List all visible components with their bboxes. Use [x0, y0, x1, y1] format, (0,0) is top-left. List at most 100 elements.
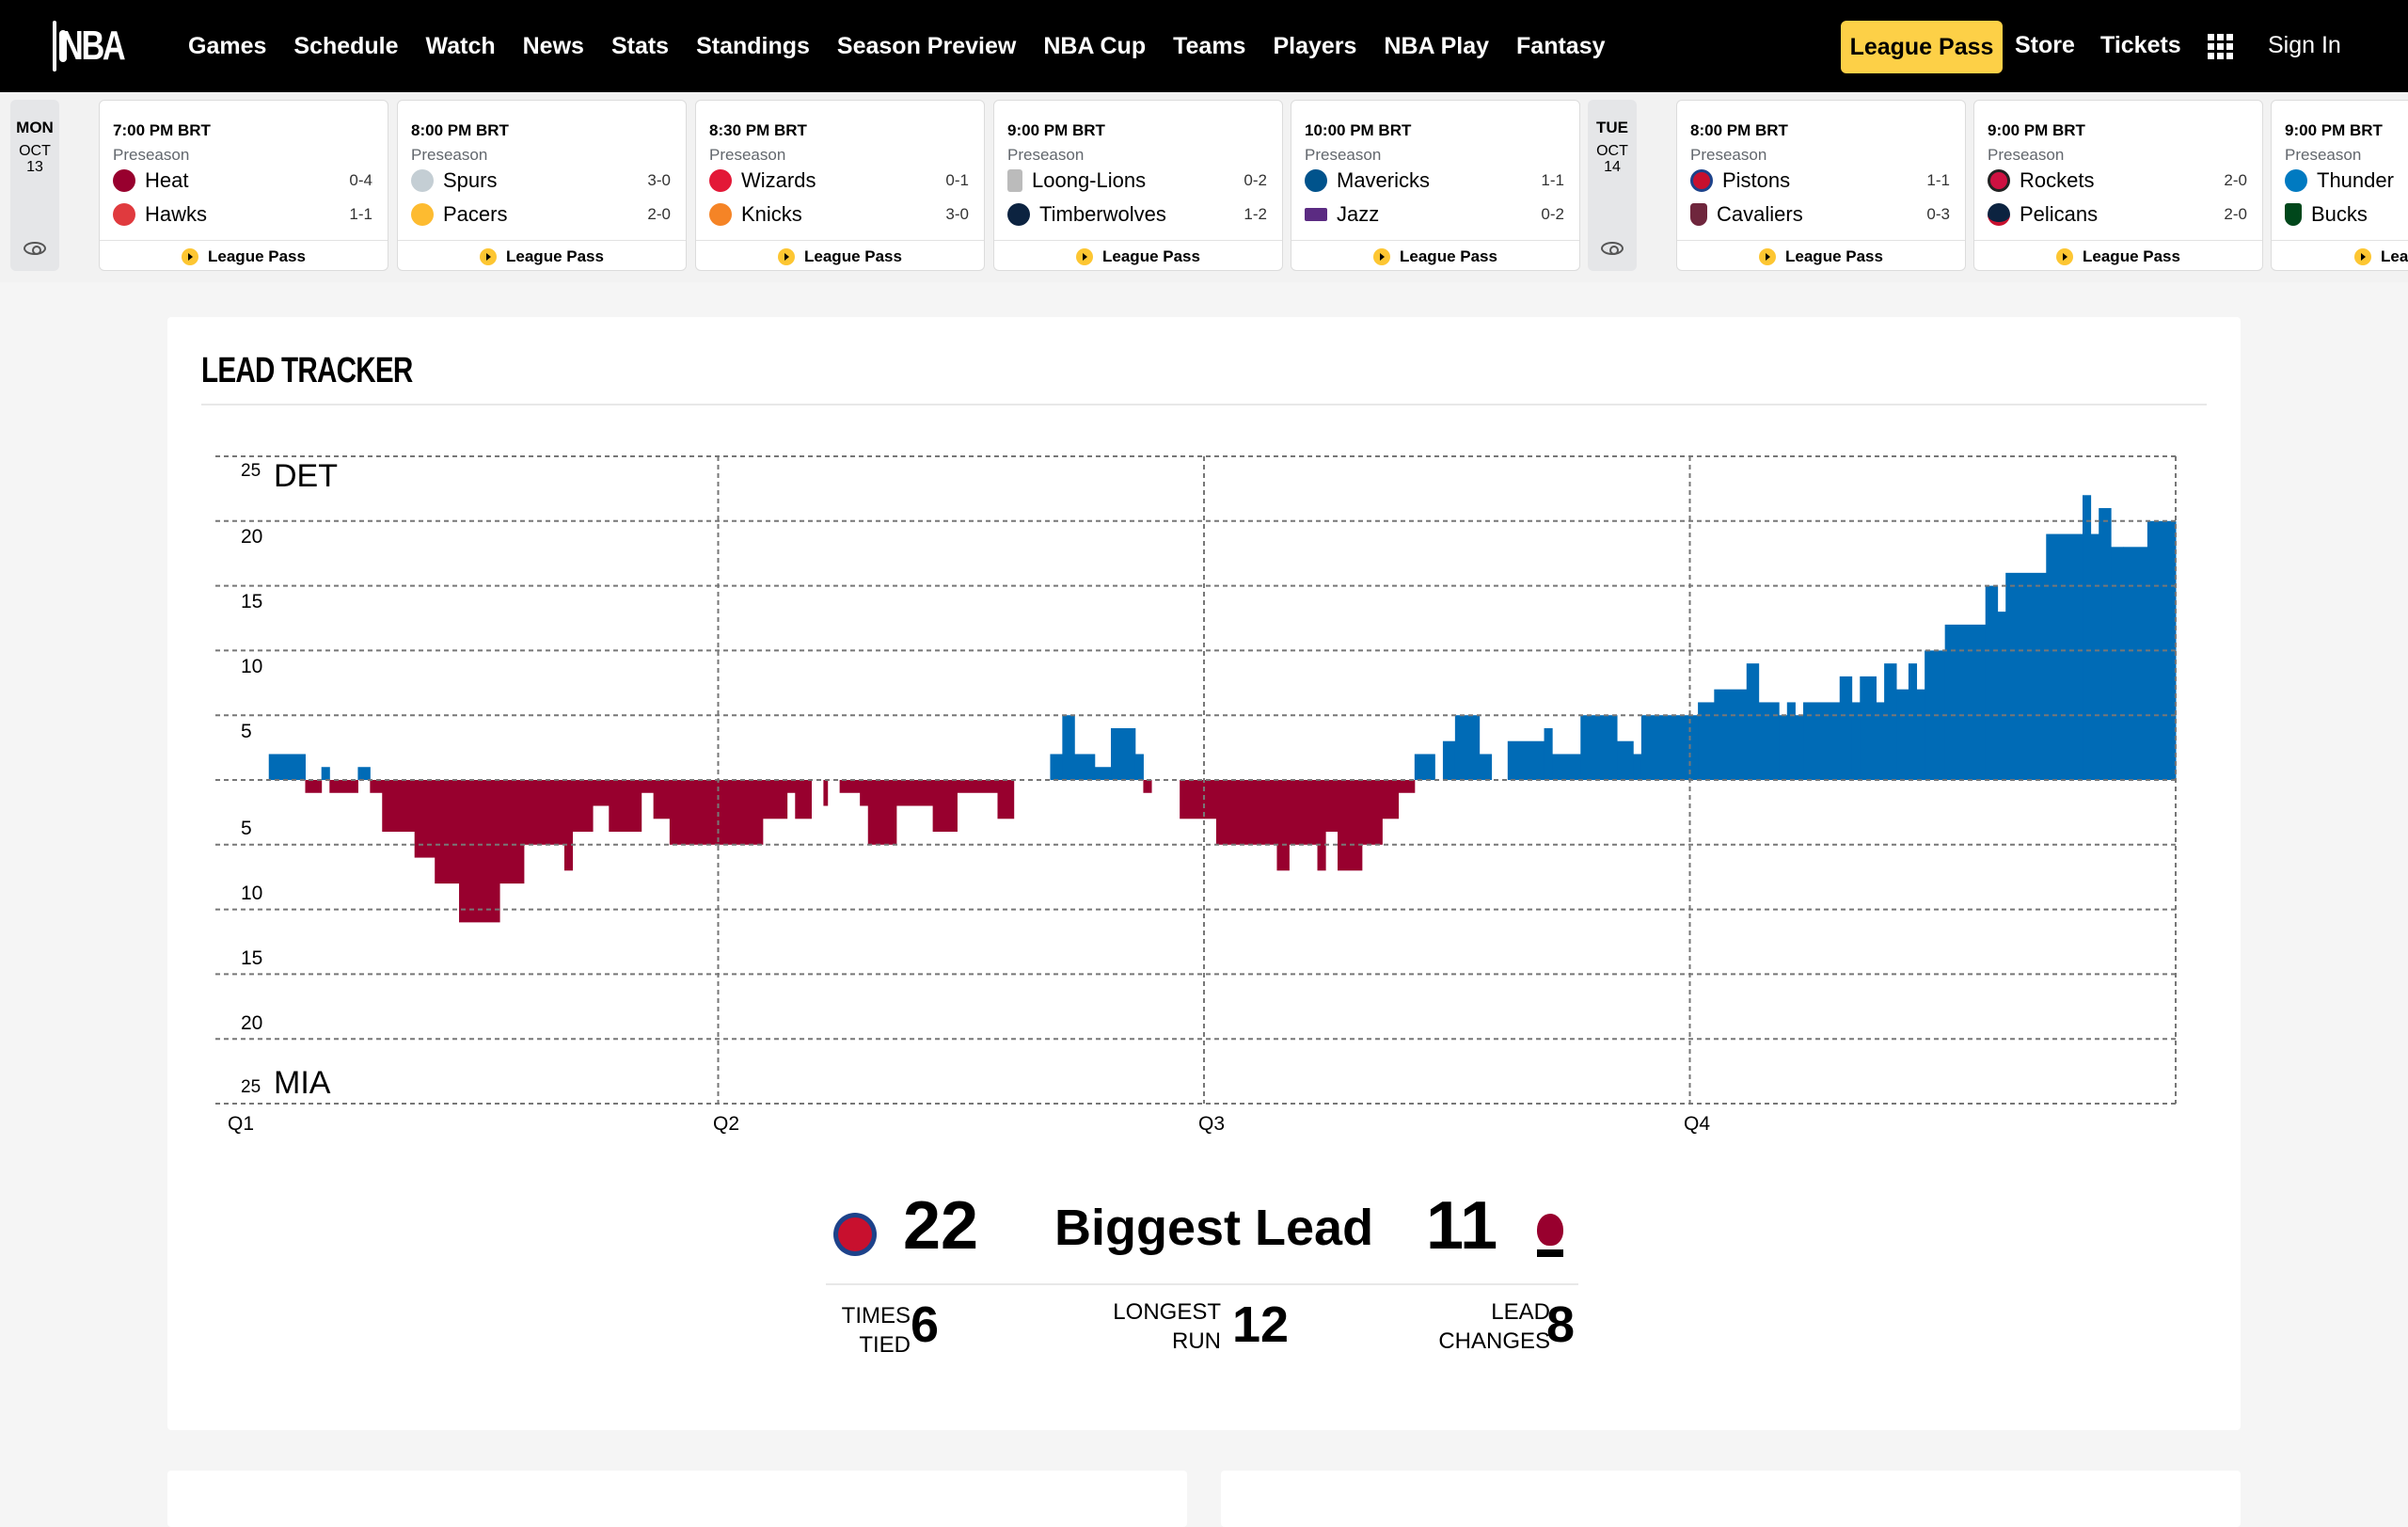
league-pass-link[interactable]: League Pass	[2272, 240, 2408, 270]
mia-lead-bar	[1361, 780, 1383, 845]
nav-link-schedule[interactable]: Schedule	[293, 32, 399, 59]
home-team: Pacers 2-0	[411, 200, 671, 229]
y-tick: 5	[241, 818, 252, 839]
nav-link-season-preview[interactable]: Season Preview	[836, 32, 1017, 59]
det-lead-bar	[1094, 767, 1112, 780]
det-lead-bar	[1786, 702, 1796, 780]
tickets-link[interactable]: Tickets	[2100, 32, 2181, 58]
nav-link-watch[interactable]: Watch	[425, 32, 496, 59]
nav-link-players[interactable]: Players	[1273, 32, 1357, 59]
det-lead-bar	[1134, 754, 1144, 780]
league-pass-label: League Pass	[506, 247, 604, 265]
label-line: LONGEST	[1113, 1299, 1221, 1325]
game-card[interactable]: 9:00 PM BRT Preseason Loong-Lions 0-2 Tim…	[993, 100, 1283, 271]
league-pass-link[interactable]: League Pass	[1291, 240, 1579, 270]
league-pass-link[interactable]: League Pass	[1677, 240, 1965, 270]
pelicans-logo-icon	[1988, 203, 2010, 226]
team-name: Bucks	[2311, 202, 2368, 226]
apps-grid-icon[interactable]	[2208, 34, 2234, 60]
label-line: TIED	[859, 1332, 911, 1358]
team-name: Spurs	[443, 168, 498, 192]
game-card[interactable]: 8:00 PM BRT Preseason Pistons 1-1 Cavalie…	[1676, 100, 1966, 271]
team-name: Rockets	[2020, 168, 2095, 192]
game-card[interactable]: 9:00 PM BRT Preseason Rockets 2-0 Pelican…	[1973, 100, 2263, 271]
label-line: TIMES	[841, 1303, 911, 1328]
game-card[interactable]: 8:30 PM BRT Preseason Wizards 0-1 Knicks 3…	[695, 100, 985, 271]
game-time: 9:00 PM BRT	[1007, 121, 1105, 139]
game-time: 9:00 PM BRT	[1988, 121, 2085, 139]
game-type: Preseason	[113, 146, 190, 164]
team-record: 3-0	[945, 205, 969, 223]
top-navigation: NBA Games Schedule Watch News Stats Stan…	[0, 0, 2408, 92]
home-team: Bucks	[2285, 200, 2408, 229]
nav-link-fantasy[interactable]: Fantasy	[1516, 32, 1606, 59]
times-tied-label: TIMES TIED	[826, 1301, 911, 1360]
longest-run-label: LONGEST RUN	[1108, 1297, 1221, 1356]
lead-changes-label: LEAD CHANGES	[1418, 1297, 1550, 1356]
game-type: Preseason	[2285, 146, 2362, 164]
game-card[interactable]: 7:00 PM BRT Preseason Heat 0-4 Hawks 1-1 L…	[99, 100, 388, 271]
label-line: RUN	[1172, 1328, 1221, 1354]
sign-in-link[interactable]: Sign In	[2268, 32, 2341, 58]
team-name: Wizards	[741, 168, 816, 192]
mia-lead-bar	[572, 780, 594, 833]
nav-link-standings[interactable]: Standings	[696, 32, 810, 59]
det-lead-bar	[1062, 715, 1075, 780]
team-record: 1-1	[1541, 171, 1564, 189]
nav-link-games[interactable]: Games	[188, 32, 267, 59]
nav-link-nba-cup[interactable]: NBA Cup	[1043, 32, 1147, 59]
y-tick: 15	[241, 591, 263, 612]
eye-icon[interactable]	[1601, 242, 1624, 255]
league-pass-label: League Pass	[1102, 247, 1200, 265]
bottom-team-label: MIA	[274, 1065, 331, 1101]
det-lead-bar	[2005, 572, 2047, 780]
lead-tracker-card: LEAD TRACKER 25 20 15 10 5 5 10 15 20 25…	[167, 317, 2241, 1430]
hawks-logo-icon	[113, 203, 135, 226]
det-lead-bar	[1479, 754, 1493, 780]
league-pass-link[interactable]: League Pass	[1974, 240, 2262, 270]
det-lead-bar	[321, 767, 330, 780]
det-lead-bar	[1839, 676, 1853, 780]
rockets-logo-icon	[1988, 169, 2010, 192]
y-tick: 10	[241, 883, 263, 904]
nav-link-stats[interactable]: Stats	[610, 32, 670, 59]
game-card[interactable]: 9:00 PM BRT Preseason Thunder Bucks Leag…	[2271, 100, 2408, 271]
mia-lead-bar	[1204, 780, 1217, 819]
nav-link-news[interactable]: News	[522, 32, 584, 59]
league-pass-link[interactable]: League Pass	[696, 240, 984, 270]
mia-lead-bar	[823, 780, 829, 806]
away-team: Pistons 1-1	[1690, 167, 1950, 195]
jazz-logo-icon	[1305, 208, 1327, 221]
det-lead-bar	[1876, 702, 1885, 780]
lead-chart-svg	[215, 455, 2177, 1105]
store-link[interactable]: Store	[2015, 32, 2075, 58]
det-lead-bar	[1916, 689, 1925, 780]
mia-lead-bar	[1325, 780, 1339, 833]
play-icon	[2056, 247, 2074, 265]
mia-lead-bar	[1143, 780, 1152, 793]
det-lead-bar	[1795, 715, 1804, 780]
nba-logo[interactable]: NBA	[53, 21, 141, 72]
bucks-logo-icon	[2285, 203, 2302, 226]
det-lead-bar	[2090, 533, 2099, 780]
mia-lead-bar	[669, 780, 719, 845]
nav-link-teams[interactable]: Teams	[1173, 32, 1246, 59]
game-card[interactable]: 10:00 PM BRT Preseason Mavericks 1-1 Jazz…	[1291, 100, 1580, 271]
det-lead-bar	[1580, 715, 1618, 780]
game-card[interactable]: 8:00 PM BRT Preseason Spurs 3-0 Pacers 2-0…	[397, 100, 687, 271]
pistons-logo-icon	[833, 1213, 877, 1256]
day-of-week: TUE	[1596, 119, 1628, 136]
league-pass-button[interactable]: League Pass	[1841, 21, 2003, 73]
det-lead-bar	[1985, 585, 1999, 780]
league-pass-link[interactable]: League Pass	[100, 240, 388, 270]
det-lead-bar	[357, 767, 371, 780]
league-pass-link[interactable]: League Pass	[994, 240, 1282, 270]
league-pass-link[interactable]: League Pass	[398, 240, 686, 270]
day-of-week: MON	[16, 119, 54, 136]
nav-link-nba-play[interactable]: NBA Play	[1384, 32, 1490, 59]
mia-lead-bar	[641, 780, 655, 793]
eye-icon[interactable]	[24, 242, 46, 255]
x-tick-q2: Q2	[713, 1113, 740, 1135]
mia-lead-bar	[382, 780, 416, 833]
away-team: Mavericks 1-1	[1305, 167, 1564, 195]
